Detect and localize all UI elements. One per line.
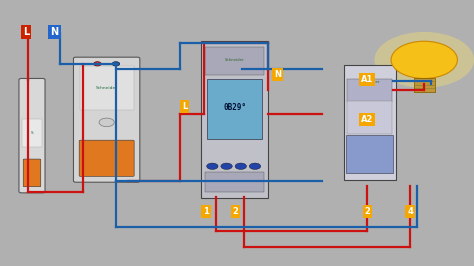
FancyBboxPatch shape	[207, 79, 262, 139]
Text: L: L	[182, 102, 188, 111]
Text: L: L	[23, 27, 29, 37]
FancyBboxPatch shape	[346, 135, 393, 173]
Text: Schneider: Schneider	[225, 58, 245, 62]
FancyBboxPatch shape	[22, 119, 42, 147]
Text: 1: 1	[203, 207, 209, 216]
FancyBboxPatch shape	[414, 78, 435, 92]
Circle shape	[94, 62, 101, 66]
FancyBboxPatch shape	[344, 65, 396, 180]
Circle shape	[235, 163, 246, 169]
FancyBboxPatch shape	[201, 41, 268, 198]
Circle shape	[374, 32, 474, 88]
Text: Schneider: Schneider	[96, 86, 118, 90]
Text: 2: 2	[365, 207, 370, 216]
Text: 4: 4	[407, 207, 413, 216]
Text: A2: A2	[361, 115, 374, 124]
Text: S: S	[31, 131, 33, 135]
FancyBboxPatch shape	[205, 172, 264, 192]
Circle shape	[99, 118, 114, 127]
FancyBboxPatch shape	[23, 159, 41, 187]
FancyBboxPatch shape	[73, 57, 140, 182]
Text: 2: 2	[233, 207, 238, 216]
FancyBboxPatch shape	[79, 140, 134, 176]
FancyBboxPatch shape	[19, 78, 45, 193]
Circle shape	[221, 163, 232, 169]
Circle shape	[207, 163, 218, 169]
Text: A1: A1	[361, 75, 374, 84]
Circle shape	[391, 41, 457, 78]
Text: N: N	[50, 27, 59, 37]
Text: Schneider: Schneider	[359, 80, 380, 85]
FancyBboxPatch shape	[205, 47, 264, 75]
Text: 0B29°: 0B29°	[223, 103, 246, 112]
FancyBboxPatch shape	[80, 66, 134, 110]
Circle shape	[112, 62, 119, 66]
Text: N: N	[274, 70, 281, 79]
Circle shape	[249, 163, 261, 169]
FancyBboxPatch shape	[347, 79, 392, 102]
FancyBboxPatch shape	[347, 101, 392, 134]
